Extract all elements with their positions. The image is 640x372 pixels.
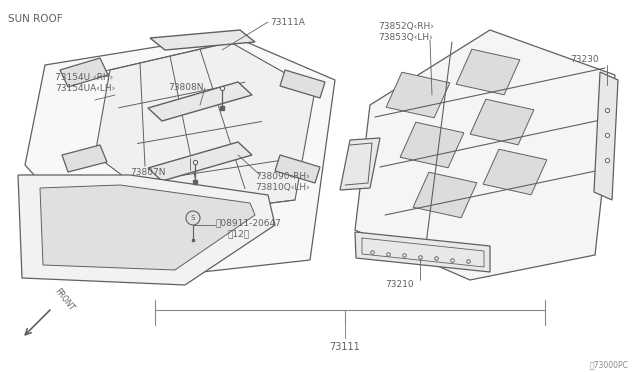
Text: 73808N: 73808N (168, 83, 204, 92)
Text: FRONT: FRONT (53, 287, 76, 313)
Polygon shape (150, 30, 255, 50)
Polygon shape (483, 149, 547, 195)
Polygon shape (355, 232, 490, 272)
Polygon shape (148, 142, 252, 181)
Polygon shape (413, 172, 477, 218)
Polygon shape (275, 155, 320, 183)
Text: 倅08911-20647: 倅08911-20647 (215, 218, 281, 227)
Polygon shape (148, 82, 252, 121)
Polygon shape (470, 99, 534, 145)
Text: SUN ROOF: SUN ROOF (8, 14, 63, 24)
Text: 73154UA‹LH›: 73154UA‹LH› (55, 84, 115, 93)
Polygon shape (340, 138, 380, 190)
Polygon shape (62, 145, 107, 172)
Polygon shape (40, 185, 255, 270)
Polygon shape (456, 49, 520, 95)
Text: 73810Q‹LH›: 73810Q‹LH› (255, 183, 310, 192)
Polygon shape (60, 58, 108, 87)
Text: 73853Q‹LH›: 73853Q‹LH› (378, 33, 433, 42)
Polygon shape (400, 122, 464, 168)
Polygon shape (95, 42, 315, 215)
Text: 73154U ‹RH›: 73154U ‹RH› (55, 73, 113, 82)
Polygon shape (386, 72, 450, 118)
Text: S: S (191, 215, 195, 221)
Text: （12）: （12） (228, 229, 250, 238)
Polygon shape (18, 175, 275, 285)
Polygon shape (280, 70, 325, 98)
Text: 73807N: 73807N (130, 168, 166, 177)
Polygon shape (25, 35, 335, 280)
Text: 73111A: 73111A (270, 18, 305, 27)
Text: 73210: 73210 (385, 280, 413, 289)
Text: 73852Q‹RH›: 73852Q‹RH› (378, 22, 434, 31)
Text: 73230: 73230 (570, 55, 598, 64)
Polygon shape (594, 72, 618, 200)
Text: 73111: 73111 (330, 342, 360, 352)
Text: 地73000PC: 地73000PC (589, 360, 628, 369)
Text: 738090‹RH›: 738090‹RH› (255, 172, 310, 181)
Polygon shape (355, 30, 615, 280)
